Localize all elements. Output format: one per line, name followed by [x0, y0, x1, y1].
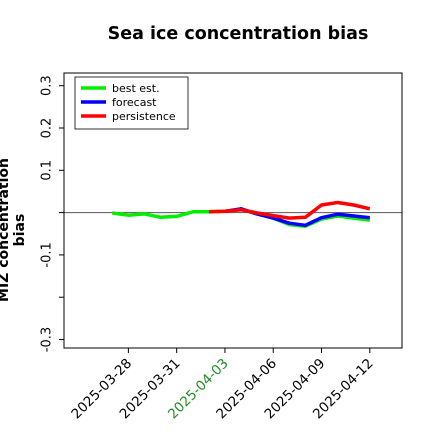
y-tick-label: -0.1 — [40, 242, 55, 267]
y-tick-label: -0.3 — [40, 327, 55, 352]
legend-label: persistence — [112, 110, 176, 123]
y-tick-label: 0.2 — [40, 118, 55, 139]
plot-frame — [63, 72, 403, 349]
y-tick-label: 0.3 — [40, 75, 55, 96]
chart-title: Sea ice concentration bias — [107, 24, 369, 44]
y-tick-label: 0.1 — [40, 160, 55, 181]
series-line-best-est — [112, 207, 371, 228]
series-line-persistence — [208, 200, 371, 220]
legend-label: best est. — [112, 82, 160, 95]
legend-label: forecast — [112, 96, 157, 109]
